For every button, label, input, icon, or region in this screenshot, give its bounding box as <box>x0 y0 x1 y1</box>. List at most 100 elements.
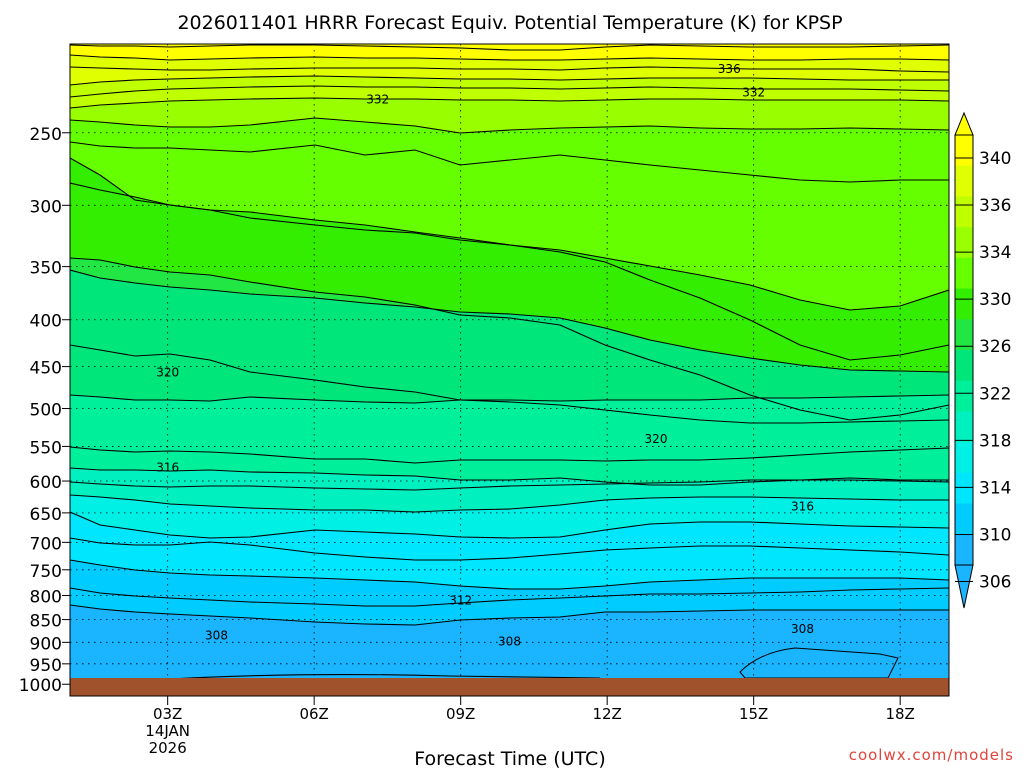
x-tick-label: 12Z <box>592 705 621 723</box>
colorbar-segment <box>955 196 973 228</box>
colorbar-top-arrow <box>954 111 974 136</box>
contour-line <box>70 75 949 86</box>
temperature-band <box>70 560 949 606</box>
y-tick-label: 600 <box>30 473 62 493</box>
contour-label: 308 <box>791 622 814 636</box>
temperature-band <box>70 67 949 85</box>
surface-terrain <box>70 678 949 696</box>
temperature-band <box>70 44 949 50</box>
colorbar-segment <box>955 350 973 382</box>
temperature-band <box>70 468 949 490</box>
contour-label: 320 <box>645 432 668 446</box>
plot-frame <box>69 43 950 697</box>
colorbar-segment <box>955 442 973 474</box>
y-tick-label: 550 <box>30 438 62 458</box>
credit-text: coolwx.com/models <box>849 746 1014 764</box>
y-tick-label: 750 <box>30 562 62 582</box>
temperature-band <box>70 45 949 60</box>
contour-label: 320 <box>156 366 179 380</box>
y-tick-label: 850 <box>30 612 62 632</box>
contour-line <box>70 182 949 361</box>
contour-label: 316 <box>791 500 814 514</box>
contour-line <box>70 269 949 373</box>
x-tick-label: 18Z <box>885 705 914 723</box>
x-tick-sublabel: 2026 <box>149 739 187 757</box>
contour-line <box>70 97 949 109</box>
contour-line <box>70 257 949 421</box>
x-tick-sublabel: 14JAN <box>145 722 190 740</box>
y-axis: 2503003504004505005506006507007508008509… <box>19 125 70 696</box>
surface-layer <box>70 678 949 696</box>
contour-line <box>169 673 601 680</box>
contour-line <box>70 344 949 424</box>
temperature-band <box>70 86 949 108</box>
colorbar-label: 322 <box>979 384 1011 404</box>
contour-line <box>70 446 949 464</box>
y-tick-label: 350 <box>30 259 62 279</box>
colorbar-segment <box>955 227 973 259</box>
colorbar-segment <box>955 411 973 443</box>
contour-label: 332 <box>742 86 765 100</box>
y-tick-label: 650 <box>30 505 62 525</box>
y-tick-label: 1000 <box>19 676 62 696</box>
contour-line <box>70 54 949 61</box>
temperature-band <box>70 55 949 72</box>
temperature-band <box>70 158 949 360</box>
colorbar-bottom-arrow <box>954 564 974 609</box>
x-tick-label: 03Z <box>153 705 182 723</box>
y-tick-label: 800 <box>30 587 62 607</box>
temperature-band <box>70 395 949 463</box>
temperature-band <box>70 98 949 133</box>
contour-line <box>70 559 949 590</box>
colorbar-label: 310 <box>979 525 1011 545</box>
contour-line <box>70 394 949 404</box>
colorbar-label: 306 <box>979 573 1011 593</box>
x-tick-label: 09Z <box>446 705 475 723</box>
contour-line <box>70 587 949 607</box>
contour-line <box>70 479 949 491</box>
contour-line <box>70 511 949 539</box>
temperature-band <box>70 512 949 560</box>
colorbar-segment <box>955 380 973 412</box>
colorbar-label: 336 <box>979 196 1011 216</box>
y-tick-label: 950 <box>30 656 62 676</box>
y-tick-label: 900 <box>30 634 62 654</box>
colorbar-label: 314 <box>979 478 1011 498</box>
y-tick-label: 300 <box>30 197 62 217</box>
colorbar-segment <box>955 319 973 351</box>
contour-line <box>70 494 949 513</box>
contour-line <box>70 117 949 134</box>
contour-line <box>70 85 949 98</box>
contour-label: 308 <box>498 634 521 648</box>
contour-line <box>70 66 949 73</box>
contour-line <box>70 537 949 561</box>
contour-label: 308 <box>205 629 228 643</box>
contour-label: 332 <box>366 93 389 107</box>
temperature-band <box>70 142 949 310</box>
contour-label: 336 <box>718 62 741 76</box>
temperature-bands <box>70 44 949 696</box>
colorbar-label: 326 <box>979 337 1011 357</box>
temperature-band <box>70 480 949 512</box>
colorbar-segment <box>955 165 973 197</box>
contour-label: 312 <box>449 593 472 607</box>
colorbar-segment <box>955 472 973 505</box>
temperature-band <box>70 538 949 589</box>
contour-line <box>70 141 949 183</box>
colorbar-frame <box>954 134 974 566</box>
temperature-band <box>70 118 949 182</box>
contour-line <box>70 604 949 626</box>
colorbar-label: 318 <box>979 431 1011 451</box>
contour-lines <box>70 44 949 680</box>
x-tick-label: 15Z <box>739 705 768 723</box>
temperature-band <box>739 647 899 679</box>
y-tick-label: 400 <box>30 312 62 332</box>
temperature-band <box>70 495 949 538</box>
y-tick-label: 450 <box>30 359 62 379</box>
colorbar-label: 340 <box>979 149 1011 169</box>
chart-title: 2026011401 HRRR Forecast Equiv. Potentia… <box>177 12 842 34</box>
x-axis-label: Forecast Time (UTC) <box>414 748 605 768</box>
